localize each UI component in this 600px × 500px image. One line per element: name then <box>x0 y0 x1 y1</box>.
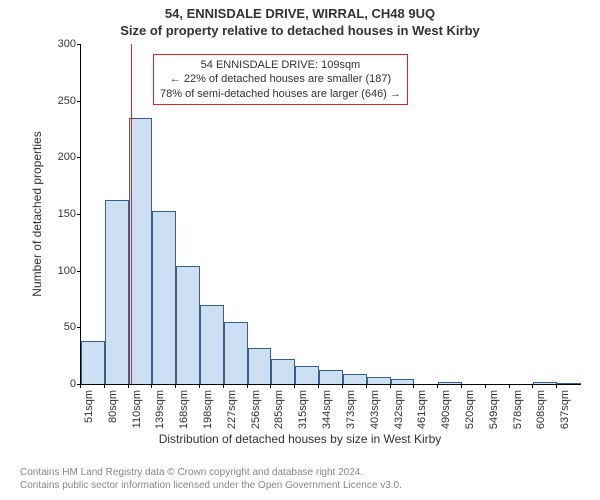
x-tick-label: 432sqm <box>393 390 405 429</box>
x-tick-label: 110sqm <box>131 390 143 428</box>
annotation-line: 54 ENNISDALE DRIVE: 109sqm <box>160 58 401 72</box>
bar <box>152 211 176 384</box>
x-tick-mark <box>318 384 319 388</box>
bar <box>129 118 153 384</box>
x-tick-mark <box>390 384 391 388</box>
x-tick-label: 373sqm <box>345 390 357 429</box>
bar <box>533 382 557 384</box>
x-tick-label: 578sqm <box>512 390 524 429</box>
x-tick-mark <box>199 384 200 388</box>
x-tick-label: 168sqm <box>178 390 190 429</box>
y-tick-label: 250 <box>50 95 76 107</box>
footer-line1: Contains HM Land Registry data © Crown c… <box>20 466 402 479</box>
x-tick-label: 549sqm <box>488 390 500 429</box>
x-tick-label: 461sqm <box>416 390 428 429</box>
annotation-line: ← 22% of detached houses are smaller (18… <box>160 72 401 86</box>
reference-line <box>131 44 132 384</box>
bar <box>200 305 224 384</box>
x-tick-mark <box>151 384 152 388</box>
bar <box>438 382 462 384</box>
bar <box>105 200 129 384</box>
x-tick-mark <box>366 384 367 388</box>
x-tick-label: 227sqm <box>226 390 238 429</box>
x-tick-label: 490sqm <box>440 390 452 429</box>
x-tick-mark <box>270 384 271 388</box>
x-tick-mark <box>175 384 176 388</box>
plot-area: 54 ENNISDALE DRIVE: 109sqm← 22% of detac… <box>80 44 581 385</box>
bar <box>557 383 581 384</box>
annotation-line: 78% of semi-detached houses are larger (… <box>160 87 401 101</box>
title-main: 54, ENNISDALE DRIVE, WIRRAL, CH48 9UQ <box>0 0 600 21</box>
x-tick-label: 51sqm <box>83 390 95 423</box>
x-tick-mark <box>294 384 295 388</box>
y-axis-label: Number of detached properties <box>30 131 44 296</box>
annotation-box: 54 ENNISDALE DRIVE: 109sqm← 22% of detac… <box>153 54 408 105</box>
bar <box>391 379 415 384</box>
x-tick-label: 285sqm <box>273 390 285 429</box>
bar <box>271 359 295 384</box>
x-tick-mark <box>80 384 81 388</box>
x-tick-label: 256sqm <box>250 390 262 429</box>
x-tick-mark <box>437 384 438 388</box>
footer-line2: Contains public sector information licen… <box>20 479 402 492</box>
bar <box>295 366 319 384</box>
x-tick-mark <box>509 384 510 388</box>
x-tick-label: 403sqm <box>369 390 381 429</box>
x-tick-label: 139sqm <box>154 390 166 429</box>
x-tick-mark <box>128 384 129 388</box>
x-axis-label: Distribution of detached houses by size … <box>0 432 600 446</box>
x-tick-label: 80sqm <box>107 390 119 423</box>
x-tick-mark <box>556 384 557 388</box>
x-tick-label: 344sqm <box>321 390 333 429</box>
bar <box>367 377 391 384</box>
y-tick-label: 50 <box>50 321 76 333</box>
x-tick-mark <box>223 384 224 388</box>
y-ticks: 050100150200250300 <box>50 44 80 384</box>
y-tick-label: 300 <box>50 38 76 50</box>
x-tick-label: 608sqm <box>535 390 547 429</box>
x-tick-mark <box>532 384 533 388</box>
x-tick-label: 315sqm <box>297 390 309 429</box>
x-tick-mark <box>342 384 343 388</box>
x-tick-mark <box>461 384 462 388</box>
y-tick-label: 200 <box>50 151 76 163</box>
bar <box>176 266 200 384</box>
y-tick-label: 0 <box>50 378 76 390</box>
x-tick-label: 637sqm <box>559 390 571 429</box>
footer: Contains HM Land Registry data © Crown c… <box>20 466 402 492</box>
y-tick-label: 150 <box>50 208 76 220</box>
bar <box>81 341 105 384</box>
x-tick-mark <box>104 384 105 388</box>
chart-container: Number of detached properties 0501001502… <box>50 44 580 414</box>
bar <box>248 348 272 384</box>
y-tick-label: 100 <box>50 265 76 277</box>
title-sub: Size of property relative to detached ho… <box>0 21 600 38</box>
x-tick-label: 520sqm <box>464 390 476 429</box>
x-tick-mark <box>413 384 414 388</box>
bar <box>319 370 343 384</box>
x-tick-mark <box>247 384 248 388</box>
x-tick-label: 198sqm <box>202 390 214 429</box>
bar <box>224 322 248 384</box>
bar <box>343 374 367 384</box>
x-tick-mark <box>485 384 486 388</box>
